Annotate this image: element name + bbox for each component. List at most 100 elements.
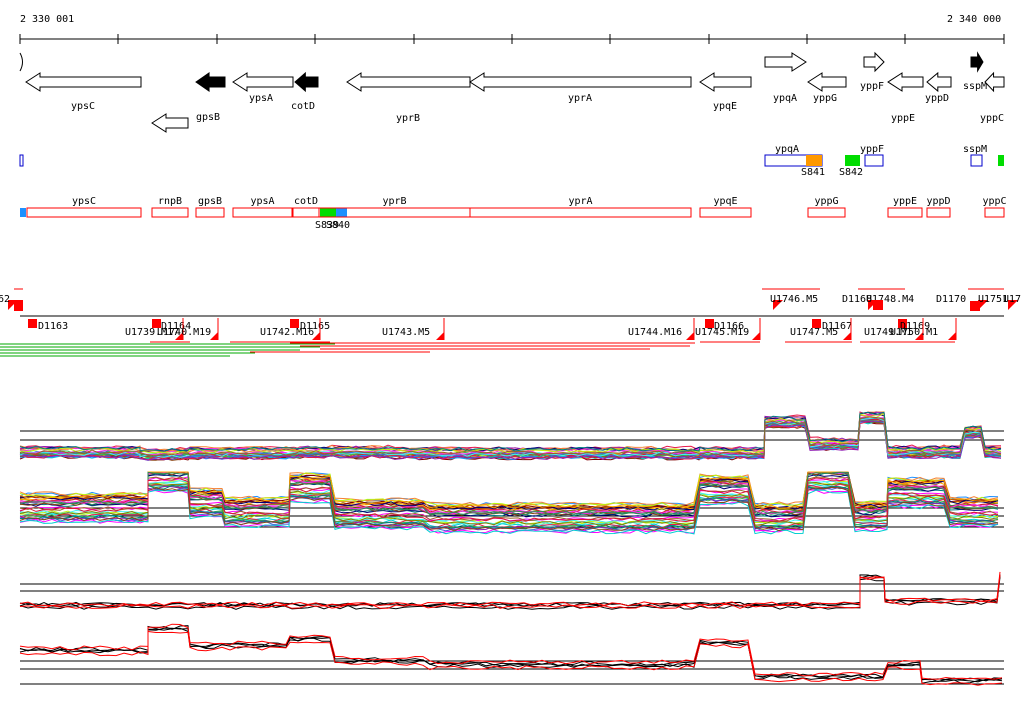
feature-marker[interactable] [898, 319, 907, 328]
annotation-box[interactable] [699, 207, 752, 218]
annotation-box[interactable] [195, 207, 225, 218]
feature-marker[interactable] [843, 332, 851, 340]
annotation-box[interactable] [807, 207, 846, 218]
segment-box[interactable] [864, 154, 884, 167]
gene-arrow[interactable] [970, 51, 984, 73]
feature-label: U1751 [978, 294, 1008, 305]
gene-arrow[interactable] [294, 71, 319, 93]
gene-arrow[interactable] [25, 72, 142, 92]
feature-marker[interactable] [812, 319, 821, 328]
annotation-label: yppD [926, 196, 950, 207]
feature-label: U1749.M1 [864, 327, 912, 338]
expression-profile-line [19, 476, 999, 522]
annotation-label: ypsA [250, 196, 274, 207]
gene-label: yprB [396, 113, 420, 124]
feature-marker[interactable] [152, 319, 161, 328]
expression-profile-line [19, 411, 1002, 452]
segment-label: ypqA [775, 144, 799, 155]
feature-label: 62 [0, 294, 10, 305]
expression-profile-line [19, 486, 999, 532]
feature-marker[interactable] [1008, 300, 1018, 310]
feature-label: U1739.M17 [125, 327, 179, 338]
feature-label: D1165 [300, 321, 330, 332]
feature-label: U1740.M19 [157, 327, 211, 338]
feature-label: U1747.M5 [790, 327, 838, 338]
annotation-label: yprA [568, 196, 592, 207]
partial-gene-mark [19, 52, 23, 72]
annotation-box[interactable] [292, 207, 320, 218]
segment-box[interactable] [806, 155, 822, 166]
segment-label: S841 [801, 167, 825, 178]
feature-marker[interactable] [686, 332, 694, 340]
annotation-label: ypqE [713, 196, 737, 207]
expression-profile-line [19, 417, 1002, 458]
feature-label: D1166 [714, 321, 744, 332]
feature-marker[interactable] [752, 332, 760, 340]
summary-profile-line [19, 574, 1001, 607]
feature-marker[interactable] [175, 332, 183, 340]
feature-marker[interactable] [436, 332, 444, 340]
segment-box[interactable] [19, 154, 24, 167]
annotation-box[interactable] [232, 207, 293, 218]
expression-profile-line [19, 477, 999, 523]
feature-marker[interactable] [705, 319, 714, 328]
feature-marker[interactable] [312, 332, 320, 340]
gene-label: ypqA [773, 93, 797, 104]
segment-track: ypqA S841 S842 yppF sspM [19, 144, 1004, 178]
feature-label: U1745.M19 [695, 327, 749, 338]
gene-label: yppG [813, 93, 837, 104]
feature-marker[interactable] [290, 319, 299, 328]
annotation-track: S839 S840 ypsC rnpB gpsB ypsA cotD yprB yprA yp… [20, 196, 1007, 231]
feature-marker[interactable] [210, 332, 218, 340]
gene-arrow[interactable] [926, 71, 952, 93]
gene-arrow[interactable] [469, 72, 692, 92]
gene-arrow[interactable] [232, 72, 294, 92]
feature-label: D1163 [38, 321, 68, 332]
gene-arrow[interactable] [195, 72, 226, 92]
feature-marker [14, 300, 23, 311]
feature-label: U1744.M16 [628, 327, 682, 338]
segment-box[interactable] [998, 155, 1004, 166]
feature-marker[interactable] [28, 319, 37, 328]
annotation-label: yprB [382, 196, 406, 207]
feature-marker[interactable] [978, 300, 988, 310]
feature-marker[interactable] [948, 332, 956, 340]
annotation-label: ypsC [72, 196, 96, 207]
segment-box[interactable] [845, 155, 860, 166]
feature-marker[interactable] [773, 300, 783, 310]
annotation-box[interactable] [926, 207, 951, 218]
annotation-box[interactable] [469, 207, 692, 218]
segment-label: S842 [839, 167, 863, 178]
gene-arrow[interactable] [151, 113, 189, 133]
gene-arrow[interactable] [764, 52, 807, 72]
annotation-box[interactable] [151, 207, 189, 218]
segment-box[interactable] [970, 154, 983, 167]
annotation-box[interactable] [887, 207, 923, 218]
feature-label: U17 [1003, 294, 1021, 305]
gene-label: yppE [891, 113, 915, 124]
expression-profiles [19, 411, 1004, 686]
summary-profile-line [19, 571, 1001, 607]
feature-label: D1167 [822, 321, 852, 332]
annotation-label: rnpB [158, 196, 182, 207]
annotation-label: cotD [294, 196, 318, 207]
expression-profile-line [19, 420, 1002, 461]
segment-label-s840: S840 [326, 220, 350, 231]
expression-profile-line [19, 484, 999, 530]
gene-arrow[interactable] [699, 72, 752, 92]
annotation-box[interactable] [984, 207, 1005, 218]
gene-arrow[interactable] [984, 71, 1005, 93]
expression-profile-line [19, 416, 1002, 457]
gene-label: yppC [980, 113, 1004, 124]
gene-arrow[interactable] [863, 51, 885, 73]
gene-arrow[interactable] [346, 72, 471, 92]
feature-label: D1164 [161, 321, 191, 332]
gene-label: cotD [291, 101, 315, 112]
feature-label: U1746.M5 [770, 294, 818, 305]
gene-arrow[interactable] [807, 72, 847, 92]
summary-profile-line [19, 623, 1003, 680]
annotation-box[interactable] [26, 207, 142, 218]
feature-marker[interactable] [915, 332, 923, 340]
annotation-label: gpsB [198, 196, 222, 207]
gene-arrow[interactable] [887, 72, 924, 92]
